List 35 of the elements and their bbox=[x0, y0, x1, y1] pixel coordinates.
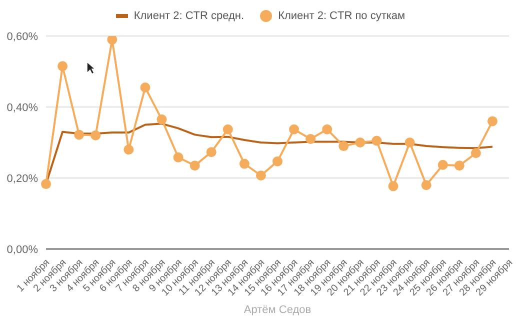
point bbox=[372, 136, 382, 146]
legend-label: Клиент 2: CTR по суткам bbox=[277, 10, 406, 22]
y-tick-label: 0,20% bbox=[6, 172, 38, 185]
point bbox=[454, 160, 464, 171]
point bbox=[239, 158, 250, 169]
point bbox=[222, 124, 233, 134]
point bbox=[487, 116, 498, 126]
point bbox=[206, 147, 216, 158]
legend-label: Клиент 2: CTR средн. bbox=[132, 10, 244, 22]
y-tick-label: 0,00% bbox=[6, 244, 38, 256]
point bbox=[272, 156, 282, 166]
point bbox=[404, 138, 415, 148]
point bbox=[156, 114, 167, 124]
point bbox=[355, 138, 366, 148]
point bbox=[90, 130, 101, 140]
y-tick-label: 0,60% bbox=[6, 30, 38, 43]
point bbox=[438, 160, 448, 170]
point bbox=[140, 82, 150, 92]
point bbox=[41, 179, 51, 190]
x-axis-title: Артём Седов bbox=[244, 304, 312, 316]
point bbox=[107, 36, 118, 45]
point bbox=[338, 141, 349, 152]
y-tick-label: 0,40% bbox=[6, 102, 38, 114]
point bbox=[289, 124, 300, 134]
point bbox=[306, 134, 316, 144]
point bbox=[74, 130, 84, 140]
point bbox=[58, 61, 68, 72]
point bbox=[256, 170, 266, 181]
point bbox=[421, 180, 432, 190]
point bbox=[124, 144, 134, 155]
point bbox=[388, 181, 398, 192]
point bbox=[470, 148, 481, 158]
point bbox=[190, 160, 200, 171]
point bbox=[173, 152, 184, 162]
point bbox=[322, 124, 332, 134]
